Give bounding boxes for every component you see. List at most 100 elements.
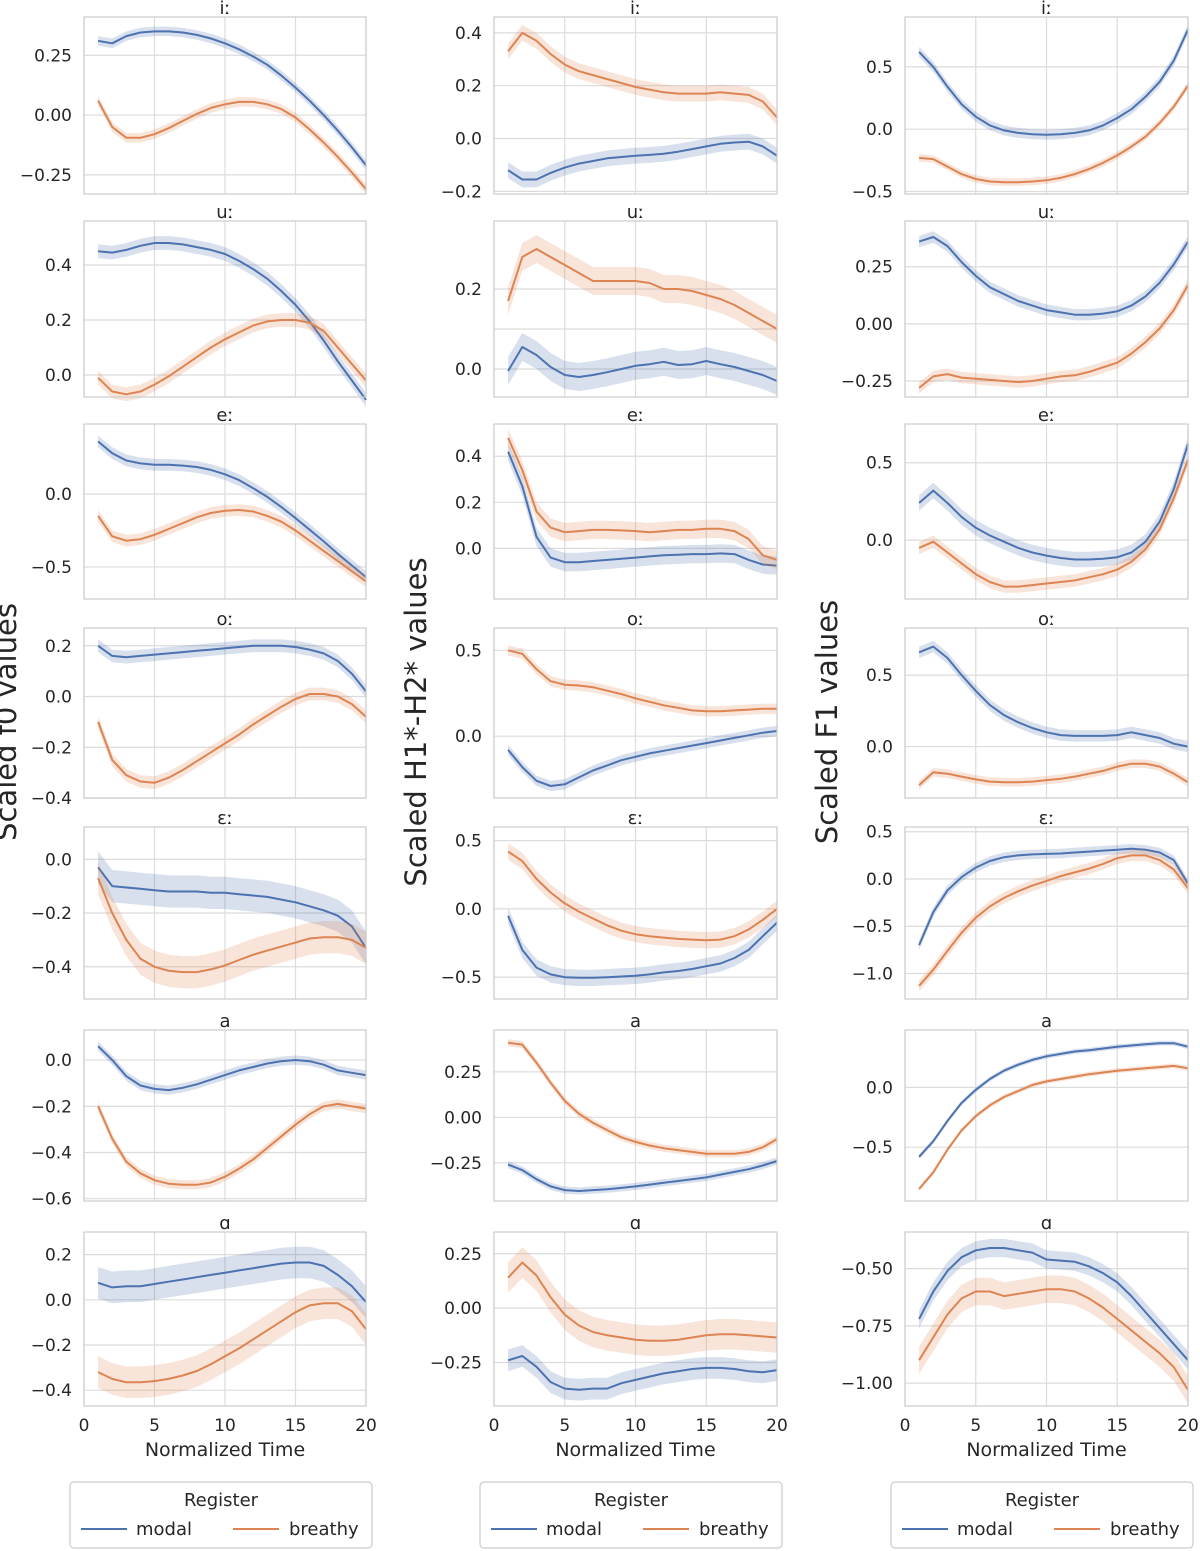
y-tick-label: 0.00 [34,106,72,126]
series-line-modal [918,1042,1189,1158]
panel-2-2: 0.0 0.5 eː [866,405,1189,600]
series-line-breathy [918,854,1189,987]
panel-0-5: −0.6 −0.4 −0.2 0.0 a [31,1011,367,1210]
y-tick-label: 0.0 [866,870,893,890]
y-tick-label: −0.5 [441,968,482,988]
panel-title: a [219,1011,230,1032]
y-tick-label: 0.25 [444,1245,482,1265]
y-tick-label: 0.5 [866,58,893,78]
confidence-band-modal [919,844,1188,950]
confidence-band-breathy [508,843,777,949]
y-tick-label: 0.5 [866,823,893,843]
series-line-breathy [918,1064,1189,1190]
series-line-modal [507,730,778,787]
y-tick-label: 0.0 [45,850,72,870]
x-tick-label: 0 [79,1416,90,1436]
panel-2-3: 0.0 0.5 oː [866,609,1189,799]
legend: Register modal breathy [890,1481,1194,1549]
legend-title: Register [1005,1490,1080,1511]
panel-frame [904,826,1189,1000]
panel-title: uː [216,202,233,223]
y-tick-label: 0.0 [866,120,893,140]
series-line-breathy [507,1041,778,1155]
confidence-band-modal [919,1040,1188,1160]
confidence-band-modal [98,1246,366,1318]
panel-title: eː [1038,405,1055,426]
confidence-band-modal [508,1345,777,1401]
y-tick-label: −0.2 [31,1336,72,1356]
y-tick-label: 0.00 [444,1299,482,1319]
y-tick-label: −0.4 [31,789,72,809]
panel-2-5: −0.5 0.0 a [852,1011,1189,1202]
panel-title: oː [627,609,644,630]
y-tick-label: 0.0 [455,900,482,920]
legend: Register modal breathy [479,1481,783,1549]
series-line-modal [97,30,367,166]
x-tick-label: 5 [970,1416,981,1436]
y-tick-label: 0.0 [45,1291,72,1311]
panel-frame [904,1029,1189,1202]
panel-1-6: −0.25 0.00 0.25 ɑ [430,1213,778,1407]
legend-frame [479,1481,783,1549]
confidence-band-modal [508,133,777,188]
x-axis-label: Normalized Time [145,1439,305,1461]
y-tick-label: 0.5 [455,832,482,852]
x-tick-label: 10 [625,1416,647,1436]
x-tick-label: 5 [149,1416,160,1436]
series-line-modal [918,645,1189,748]
legend-title: Register [594,1490,669,1511]
panel-2-1: −0.25 0.00 0.25 uː [841,202,1189,398]
legend-label-breathy: breathy [289,1519,359,1540]
confidence-band-breathy [508,428,777,570]
x-axis-label: Normalized Time [966,1439,1126,1461]
series-line-breathy [507,1261,778,1342]
y-tick-label: 0.0 [45,366,72,386]
panel-0-4: −0.4 −0.2 0.0 ɛː [31,808,367,1000]
series-line-modal [918,1247,1189,1361]
y-tick-label: −0.2 [441,182,482,202]
series-line-breathy [97,693,367,784]
confidence-band-breathy [508,1039,777,1158]
y-tick-label: 0.5 [455,641,482,661]
y-tick-label: −0.25 [841,372,893,392]
legend-label-modal: modal [957,1519,1013,1540]
x-tick-label: 0 [900,1416,911,1436]
panel-frame [904,1231,1189,1407]
x-tick-label: 0 [489,1416,500,1436]
y-tick-label: 0.5 [866,666,893,686]
legend-title: Register [184,1490,259,1511]
y-tick-label: −0.25 [430,1154,482,1174]
panel-0-2: −0.5 0.0 eː [31,405,367,600]
series-line-breathy [97,319,367,396]
confidence-band-modal [98,1041,366,1095]
panel-frame [493,1231,778,1407]
panel-title: uː [627,202,644,223]
panel-frame [493,826,778,1000]
series-line-breathy [97,100,367,190]
confidence-band-breathy [98,1099,366,1190]
panel-title: ɛː [217,808,233,829]
panel-frame [83,220,367,398]
panel-frame [83,1231,367,1407]
confidence-band-breathy [919,279,1188,394]
confidence-band-modal [919,640,1188,753]
y-tick-label: 0.2 [45,311,72,331]
series-line-breathy [918,284,1189,389]
series-line-modal [918,236,1189,316]
panel-frame [83,1029,367,1202]
confidence-band-breathy [98,504,366,588]
y-tick-label: 0.4 [45,256,72,276]
y-tick-label: 0.2 [45,637,72,657]
y-tick-label: −0.50 [841,1260,893,1280]
series-line-breathy [97,877,367,974]
panel-frame [904,16,1189,195]
y-tick-label: −0.4 [31,958,72,978]
series-line-breathy [507,31,778,119]
y-tick-label: 0.2 [455,280,482,300]
panel-title: ɛː [628,808,644,829]
legend-frame [69,1481,373,1549]
y-tick-label: −1.00 [841,1374,893,1394]
panel-title: uː [1038,202,1055,223]
panel-frame [493,220,778,398]
